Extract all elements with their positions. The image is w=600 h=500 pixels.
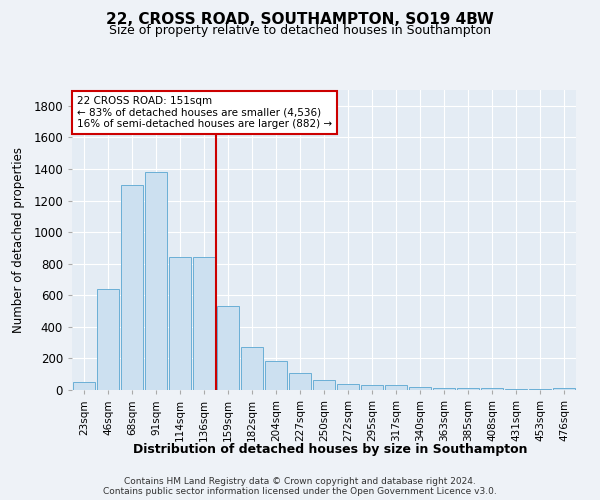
Y-axis label: Number of detached properties: Number of detached properties (12, 147, 25, 333)
Bar (217, 306, 239, 390)
Bar (481, 388, 503, 390)
Bar (385, 386, 407, 390)
Bar (169, 258, 191, 390)
Bar (529, 389, 551, 390)
Bar (97, 289, 119, 390)
Bar (505, 389, 527, 390)
Bar (337, 384, 359, 390)
Bar (361, 386, 383, 390)
Text: Contains HM Land Registry data © Crown copyright and database right 2024.: Contains HM Land Registry data © Crown c… (124, 478, 476, 486)
Text: 22 CROSS ROAD: 151sqm
← 83% of detached houses are smaller (4,536)
16% of semi-d: 22 CROSS ROAD: 151sqm ← 83% of detached … (77, 96, 332, 129)
Bar (193, 258, 215, 390)
Bar (121, 184, 143, 390)
Bar (145, 172, 167, 390)
Text: Contains public sector information licensed under the Open Government Licence v3: Contains public sector information licen… (103, 488, 497, 496)
Text: Size of property relative to detached houses in Southampton: Size of property relative to detached ho… (109, 24, 491, 37)
Bar (241, 346, 263, 390)
Bar (289, 374, 311, 390)
Bar (265, 361, 287, 390)
Text: 22, CROSS ROAD, SOUTHAMPTON, SO19 4BW: 22, CROSS ROAD, SOUTHAMPTON, SO19 4BW (106, 12, 494, 28)
Bar (433, 388, 455, 390)
Bar (313, 380, 335, 390)
Text: Distribution of detached houses by size in Southampton: Distribution of detached houses by size … (133, 442, 527, 456)
Bar (553, 388, 575, 390)
Bar (73, 382, 95, 390)
Bar (457, 388, 479, 390)
Bar (409, 387, 431, 390)
